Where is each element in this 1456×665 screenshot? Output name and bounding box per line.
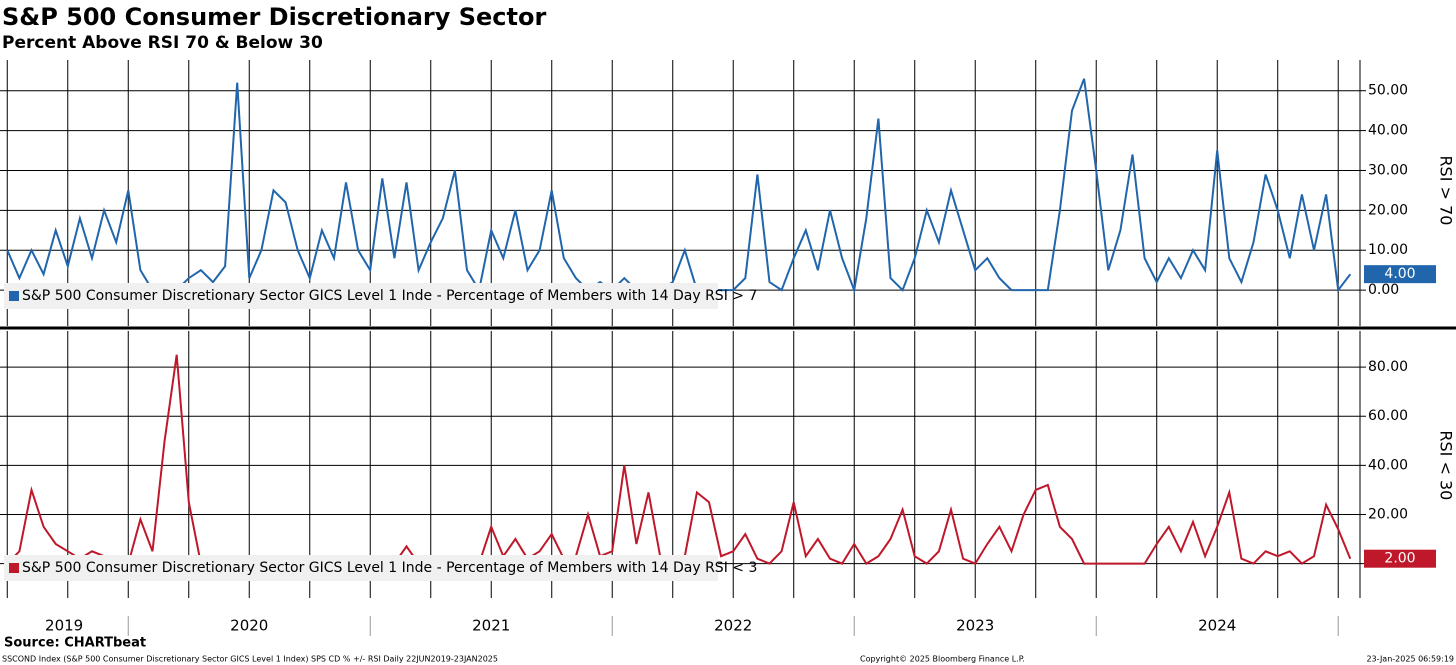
y-tick-label: 20.00 bbox=[1368, 202, 1408, 218]
footer-right: 23-Jan-2025 06:59:19 bbox=[1366, 655, 1454, 664]
footer-left: SSCOND Index (S&P 500 Consumer Discretio… bbox=[2, 655, 498, 664]
y-tick-label: 60.00 bbox=[1368, 408, 1408, 424]
y-tick-label: 20.00 bbox=[1368, 506, 1408, 522]
last-value-box bbox=[1364, 265, 1436, 284]
chart-subtitle: Percent Above RSI 70 & Below 30 bbox=[2, 33, 323, 53]
last-value-label: 2.00 bbox=[1384, 551, 1415, 567]
y-tick-label: 40.00 bbox=[1368, 123, 1408, 139]
series-line bbox=[6, 354, 1352, 565]
y-tick-label: 10.00 bbox=[1368, 242, 1408, 258]
source: Source: CHARTbeat bbox=[4, 636, 146, 651]
x-tick-label: 2023 bbox=[956, 617, 994, 635]
series-line bbox=[6, 78, 1352, 294]
y-tick-label: 80.00 bbox=[1368, 359, 1408, 375]
y-tick-label: 30.00 bbox=[1368, 162, 1408, 178]
legend-label: S&P 500 Consumer Discretionary Sector GI… bbox=[22, 288, 757, 304]
x-tick-label: 2024 bbox=[1198, 617, 1236, 635]
y-tick-label: 40.00 bbox=[1368, 457, 1408, 473]
y-tick-label: 0.00 bbox=[1368, 282, 1399, 298]
y-axis-title: RSI < 30 bbox=[1437, 430, 1456, 500]
footer-center: Copyright© 2025 Bloomberg Finance L.P. bbox=[860, 655, 1025, 664]
last-value-box bbox=[1364, 549, 1436, 568]
y-tick-label: 50.00 bbox=[1368, 83, 1408, 99]
x-tick-label: 2020 bbox=[230, 617, 268, 635]
legend-swatch bbox=[9, 563, 19, 573]
legend-swatch bbox=[9, 291, 19, 301]
chart-title: S&P 500 Consumer Discretionary Sector bbox=[2, 3, 546, 31]
x-tick-label: 2019 bbox=[45, 617, 83, 635]
legend-box bbox=[4, 555, 718, 581]
legend-label: S&P 500 Consumer Discretionary Sector GI… bbox=[22, 560, 757, 576]
y-axis-title: RSI > 70 bbox=[1437, 155, 1456, 225]
last-value-label: 4.00 bbox=[1384, 266, 1415, 282]
x-tick-label: 2022 bbox=[714, 617, 752, 635]
legend-box bbox=[4, 283, 718, 309]
x-tick-label: 2021 bbox=[472, 617, 510, 635]
